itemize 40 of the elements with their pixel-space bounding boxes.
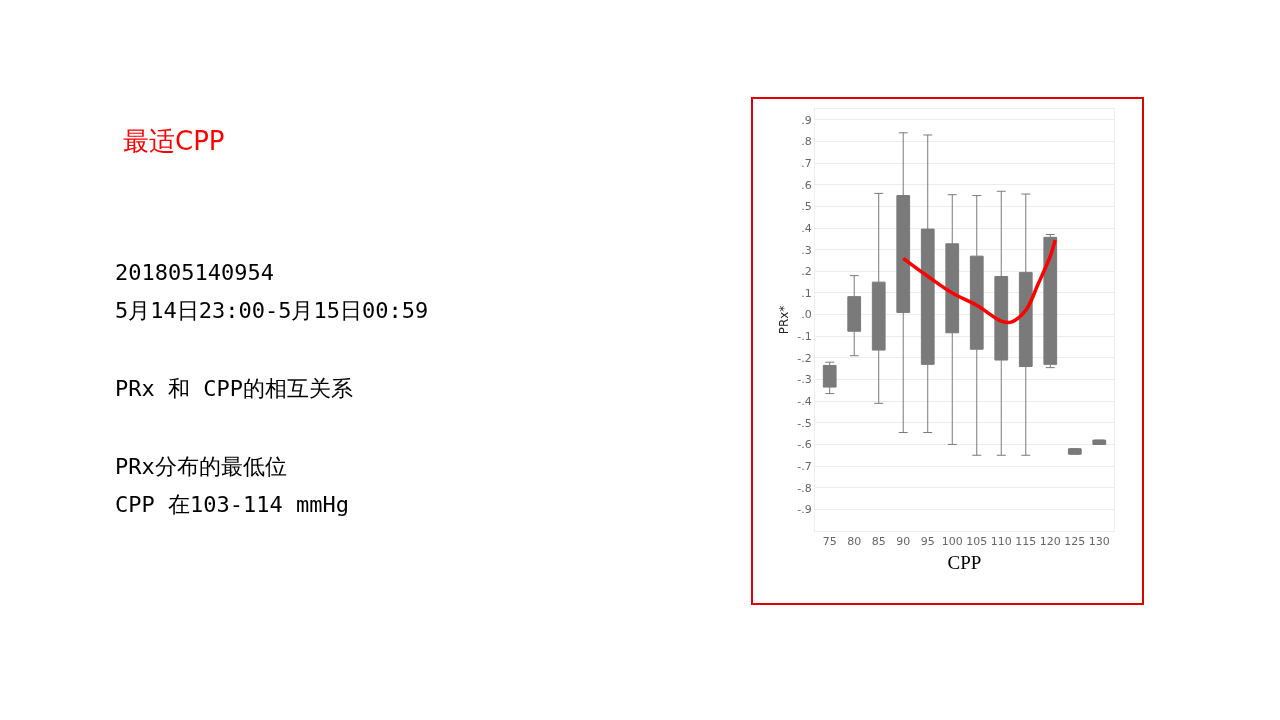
y-tick-label: .0 — [801, 308, 812, 322]
x-tick-label: 80 — [847, 535, 862, 549]
text: PRx 和 CPP的相互关系 — [115, 375, 354, 403]
text: 最适CPP — [123, 125, 225, 158]
y-tick-label: -.9 — [797, 503, 812, 517]
y-tick-label: -.1 — [797, 330, 812, 344]
x-tick-label: 105 — [966, 535, 988, 549]
y-tick-label: .8 — [801, 135, 812, 149]
y-axis-title: PRx* — [776, 305, 791, 335]
x-tick-label: 130 — [1088, 535, 1110, 549]
x-tick-label: 110 — [990, 535, 1012, 549]
x-tick-label: 95 — [920, 535, 935, 549]
y-tick-label: .1 — [801, 286, 812, 300]
y-tick-label: -.7 — [797, 459, 812, 473]
y-tick-label: -.8 — [797, 481, 812, 495]
x-tick-label: 115 — [1015, 535, 1037, 549]
x-tick-label: 125 — [1064, 535, 1086, 549]
y-tick-label: -.3 — [797, 373, 812, 387]
y-tick-label: .7 — [801, 156, 812, 170]
x-tick-label: 75 — [822, 535, 837, 549]
text: 201805140954 — [115, 259, 275, 287]
line-series — [901, 238, 1057, 325]
y-tick-label: .4 — [801, 221, 812, 235]
y-tick-label: .6 — [801, 178, 812, 192]
y-tick-label: -.5 — [797, 416, 812, 430]
y-tick-label: -.2 — [797, 351, 812, 365]
y-tick-label: -.4 — [797, 395, 812, 408]
y-tick-label: .5 — [801, 200, 812, 214]
x-tick-label: 90 — [896, 535, 911, 549]
y-tick-label: .9 — [801, 113, 812, 127]
x-tick-label: 120 — [1039, 535, 1061, 549]
text: CPP 在103-114 mmHg — [115, 491, 350, 519]
text: 5月14日23:00-5月15日00:59 — [115, 297, 429, 325]
x-axis-title: CPP — [947, 552, 982, 573]
y-tick-label: .2 — [801, 265, 812, 279]
x-tick-label: 100 — [941, 535, 963, 549]
text: PRx分布的最低位 — [115, 453, 288, 481]
y-tick-label: -.6 — [797, 438, 812, 452]
y-tick-label: .3 — [801, 243, 812, 257]
x-tick-label: 85 — [871, 535, 886, 549]
